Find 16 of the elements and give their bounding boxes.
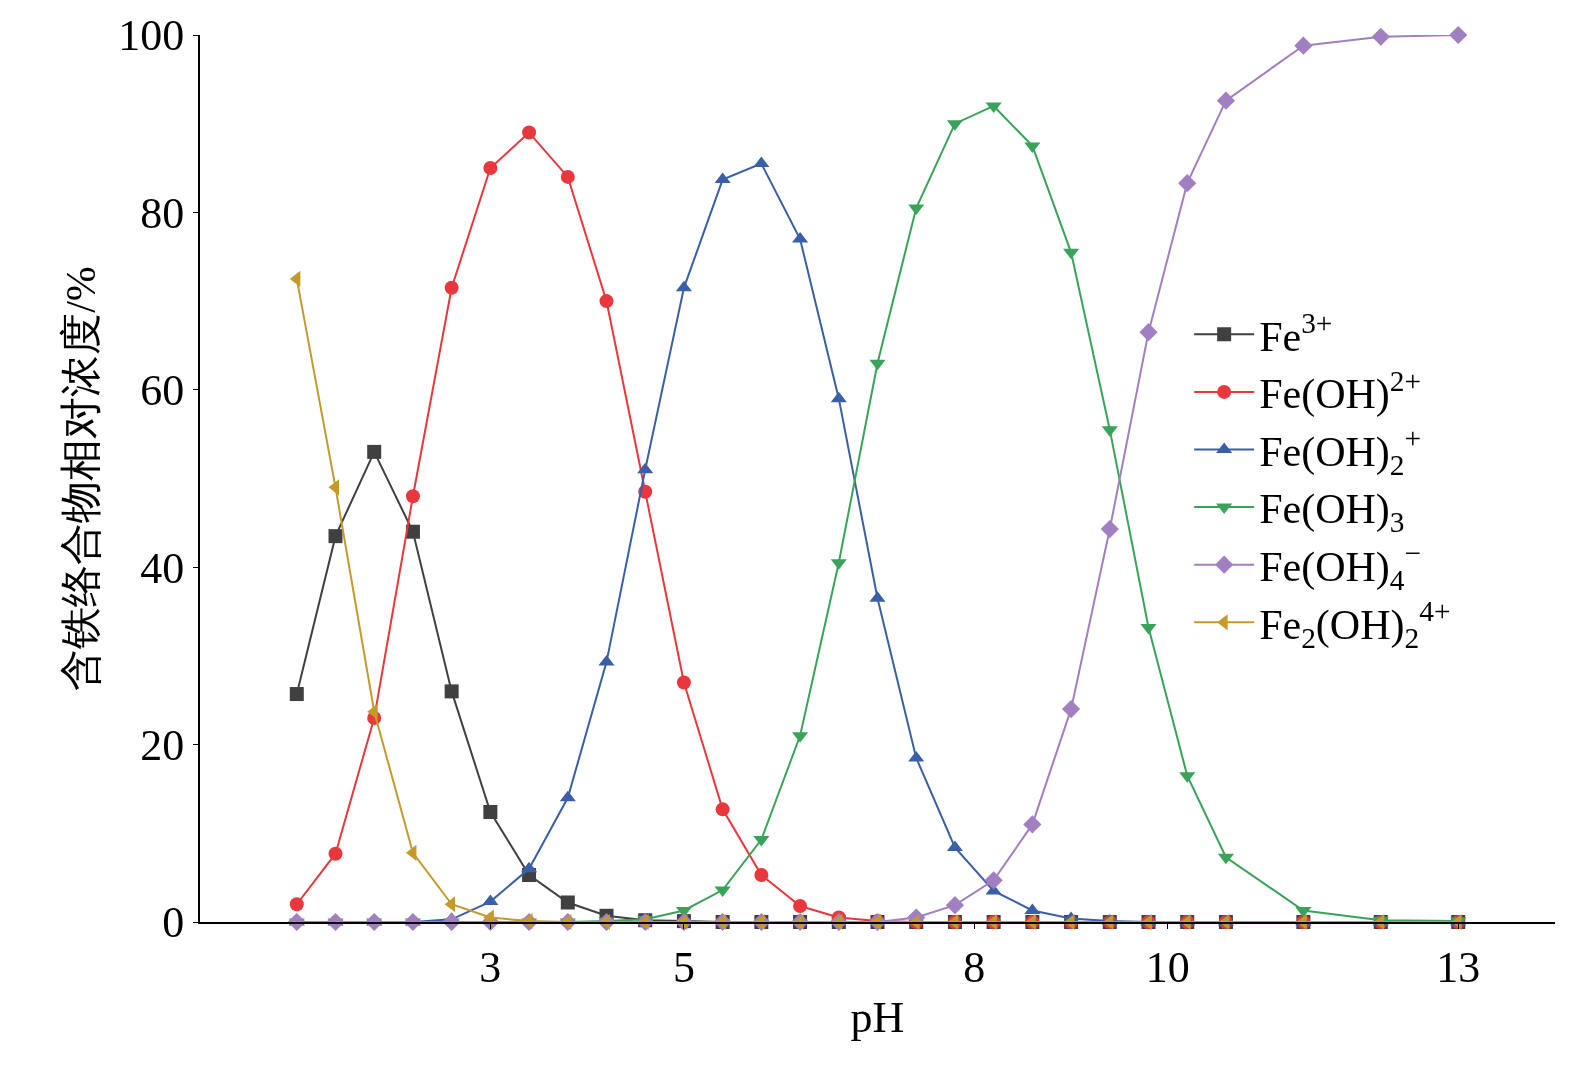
x-tick-label: 8 [963,942,986,992]
x-tick-label: 10 [1145,942,1190,992]
x-axis-title: pH [850,992,905,1042]
legend-label: Fe(OH)$^{2+}$ [1259,364,1422,419]
y-tick-label: 100 [118,11,185,61]
y-tick-label: 20 [140,721,185,770]
y-tick-label: 60 [140,366,185,416]
y-tick-label: 80 [140,188,185,238]
y-axis-title: 含铁络合物相对浓度/% [57,266,104,691]
legend-label: Fe(OH)$_{3}$ [1259,486,1405,539]
x-tick-label: 3 [479,942,502,992]
y-tick-label: 40 [140,543,185,593]
y-tick-label: 0 [162,898,185,948]
legend-label: Fe$^{3+}$ [1259,307,1333,360]
x-tick-label: 13 [1436,942,1481,992]
x-tick-label: 5 [672,942,695,992]
